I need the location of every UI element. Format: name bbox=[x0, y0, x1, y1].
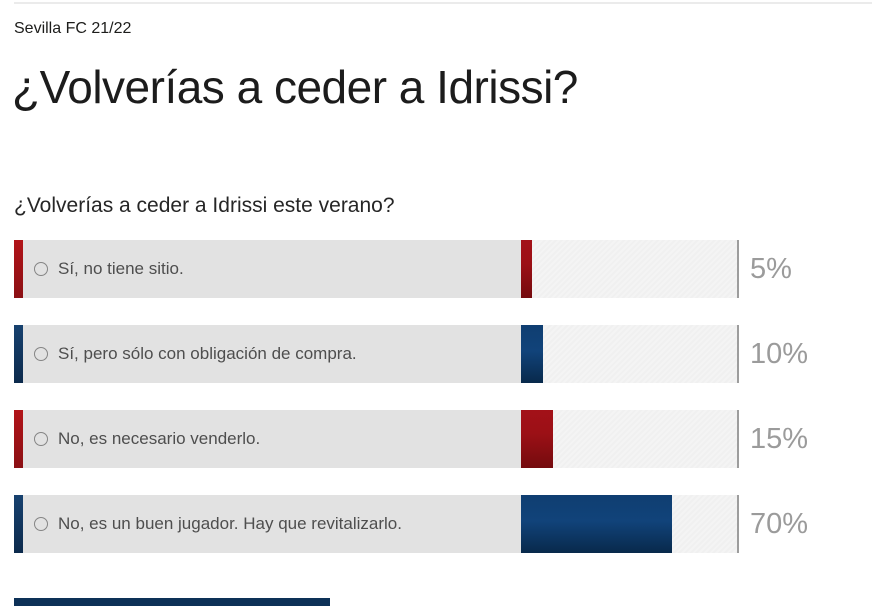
result-bar-fill bbox=[521, 495, 673, 553]
option-label: No, es un buen jugador. Hay que revitali… bbox=[58, 514, 402, 533]
option-accent-bar bbox=[14, 410, 23, 468]
result-axis-tick bbox=[737, 240, 739, 298]
radio-button[interactable] bbox=[34, 432, 48, 446]
option-label-panel[interactable]: Sí, no tiene sitio. bbox=[23, 240, 521, 298]
option-accent-bar bbox=[14, 240, 23, 298]
poll-option-row[interactable]: No, es un buen jugador. Hay que revitali… bbox=[14, 495, 808, 553]
poll-option-row[interactable]: Sí, pero sólo con obligación de compra. … bbox=[14, 325, 808, 383]
result-bar-track bbox=[521, 325, 737, 383]
option-label-panel[interactable]: No, es necesario venderlo. bbox=[23, 410, 521, 468]
poll-option-row[interactable]: Sí, no tiene sitio. 5% bbox=[14, 240, 808, 298]
poll-question: ¿Volverías a ceder a Idrissi este verano… bbox=[14, 194, 395, 217]
option-label-panel[interactable]: No, es un buen jugador. Hay que revitali… bbox=[23, 495, 521, 553]
option-label-panel[interactable]: Sí, pero sólo con obligación de compra. bbox=[23, 325, 521, 383]
radio-button[interactable] bbox=[34, 347, 48, 361]
percent-value: 15% bbox=[750, 423, 809, 455]
radio-button[interactable] bbox=[34, 517, 48, 531]
option-accent-bar bbox=[14, 325, 23, 383]
poll-options: Sí, no tiene sitio. 5% Sí, pero sólo con… bbox=[14, 240, 808, 580]
result-bar-track bbox=[521, 495, 737, 553]
result-bar-track bbox=[521, 240, 737, 298]
percent-value: 5% bbox=[750, 253, 792, 285]
percent-value: 70% bbox=[750, 508, 809, 540]
option-label: Sí, pero sólo con obligación de compra. bbox=[58, 344, 357, 363]
top-divider bbox=[14, 2, 872, 4]
category-link[interactable]: Sevilla FC 21/22 bbox=[14, 20, 132, 37]
result-bar-track bbox=[521, 410, 737, 468]
option-label: Sí, no tiene sitio. bbox=[58, 259, 184, 278]
result-bar-fill bbox=[521, 325, 543, 383]
result-axis-tick bbox=[737, 325, 739, 383]
result-axis-tick bbox=[737, 410, 739, 468]
result-bar-fill bbox=[521, 410, 554, 468]
option-accent-bar bbox=[14, 495, 23, 553]
option-label: No, es necesario venderlo. bbox=[58, 429, 261, 448]
result-axis-tick bbox=[737, 495, 739, 553]
result-bar-fill bbox=[521, 240, 532, 298]
radio-button[interactable] bbox=[34, 262, 48, 276]
page-title: ¿Volverías a ceder a Idrissi? bbox=[12, 61, 578, 113]
percent-value: 10% bbox=[750, 338, 809, 370]
vote-button-partial[interactable] bbox=[14, 598, 330, 606]
poll-option-row[interactable]: No, es necesario venderlo. 15% bbox=[14, 410, 808, 468]
